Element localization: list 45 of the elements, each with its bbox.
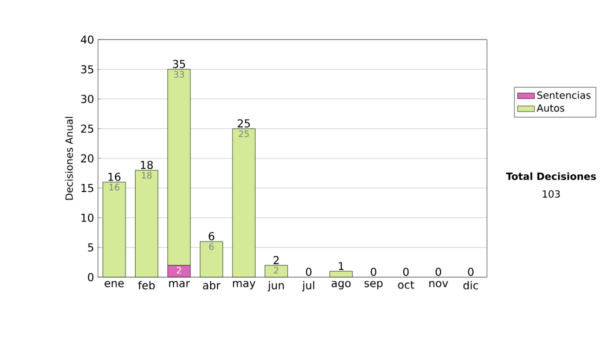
x-tick-label: dic xyxy=(463,281,478,290)
total-label: 16 xyxy=(108,172,120,182)
data-label: 18 xyxy=(142,172,152,179)
y-tick-label: 35 xyxy=(81,65,94,74)
x-tick-label: oct xyxy=(398,281,414,290)
total-label: 6 xyxy=(208,232,214,241)
data-label: 33 xyxy=(174,71,184,78)
total-label: 0 xyxy=(370,268,376,276)
total-label: 25 xyxy=(238,119,250,128)
y-tick-label: 25 xyxy=(81,124,94,134)
data-label: 2 xyxy=(274,267,278,274)
y-tick-label: 10 xyxy=(82,214,94,222)
x-tick-label: mar xyxy=(169,281,190,288)
data-label: 6 xyxy=(209,243,214,250)
total-label: 35 xyxy=(172,60,186,68)
x-tick-label: jun xyxy=(268,281,284,292)
x-tick-label: ago xyxy=(332,281,351,290)
data-label: 16 xyxy=(110,184,120,191)
y-tick-label: 0 xyxy=(88,273,94,282)
total-label: 0 xyxy=(403,268,409,276)
x-tick-label: may xyxy=(233,281,256,290)
total-label: 0 xyxy=(306,268,312,276)
text: 103 xyxy=(542,190,560,198)
x-tick-label: jul xyxy=(302,281,314,292)
y-tick-label: 15 xyxy=(82,184,94,192)
y-axis-title: Decisiones Anual xyxy=(65,117,73,200)
x-tick-label: abr xyxy=(203,281,220,290)
y-tick-label: 20 xyxy=(81,154,94,163)
y-tick-label: 40 xyxy=(80,36,94,44)
x-tick-label: ene xyxy=(104,281,124,288)
data-label: 2 xyxy=(176,267,181,274)
text: Total Decisiones xyxy=(506,172,596,180)
x-tick-label: feb xyxy=(138,281,155,290)
x-tick-label: sep xyxy=(364,281,383,290)
y-tick-label: 5 xyxy=(88,244,94,252)
y-tick-label: 30 xyxy=(81,95,94,104)
x-tick-label: nov xyxy=(429,281,448,288)
total-label: 0 xyxy=(468,268,474,276)
total-label: 18 xyxy=(140,161,153,170)
total-label: 2 xyxy=(274,256,279,264)
total-label: 0 xyxy=(436,268,442,276)
legend-label: Autos xyxy=(536,104,564,112)
legend-label: Sentencias xyxy=(537,91,590,100)
total-label: 1 xyxy=(338,262,344,270)
data-label: 25 xyxy=(238,130,249,138)
